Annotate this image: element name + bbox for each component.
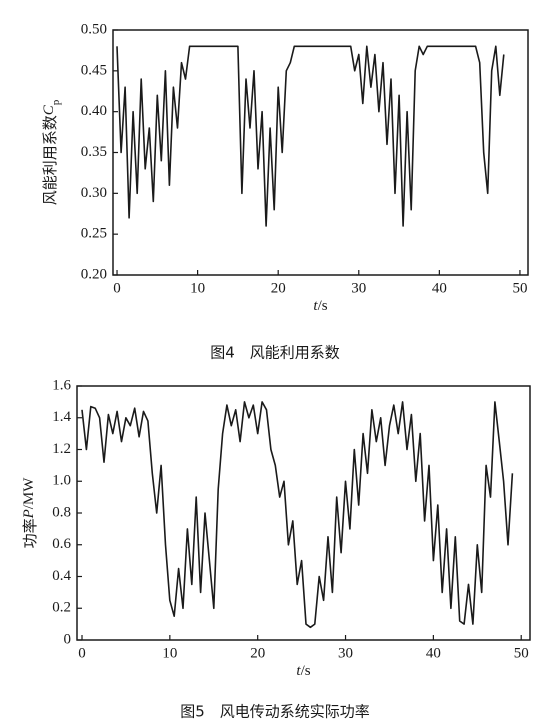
x-axis-label: t/s xyxy=(313,298,327,314)
plot-frame xyxy=(76,385,531,641)
plot-frame xyxy=(112,29,529,276)
y-tick-label: 0.8 xyxy=(52,504,71,520)
x-tick-label: 40 xyxy=(426,645,441,661)
y-tick-label: 0.30 xyxy=(81,185,107,201)
x-tick-label: 20 xyxy=(250,645,265,661)
y-tick-label: 0.50 xyxy=(81,21,107,37)
x-label-symbol: t xyxy=(296,663,301,679)
y-label-part: 功率 xyxy=(21,518,39,548)
y-tick-label: 0.6 xyxy=(52,536,71,552)
x-label-unit: /s xyxy=(318,298,328,314)
y-axis-label: 风能利用系数Cp xyxy=(41,99,62,205)
x-tick-label: 30 xyxy=(351,280,366,296)
x-label-unit: /s xyxy=(301,663,311,679)
x-axis-label: t/s xyxy=(296,663,310,679)
y-label-part: C xyxy=(41,104,57,115)
y-tick-label: 1.4 xyxy=(52,409,71,425)
y-tick-label: 0.45 xyxy=(81,62,107,78)
figure-caption: 图5 风电传动系统实际功率 xyxy=(180,703,370,721)
y-tick-label: 0.2 xyxy=(52,600,71,616)
y-tick-label: 1.6 xyxy=(52,377,71,393)
y-label-part: 风能利用系数 xyxy=(41,115,59,205)
y-tick-label: 1.2 xyxy=(52,441,71,457)
x-tick-label: 50 xyxy=(512,280,527,296)
y-axis-label: 功率P/MW xyxy=(21,477,39,549)
x-tick-label: 0 xyxy=(78,645,86,661)
y-tick-label: 0.40 xyxy=(81,103,107,119)
y-tick-label: 0.20 xyxy=(81,266,107,282)
data-line xyxy=(81,401,514,629)
x-tick-label: 50 xyxy=(514,645,529,661)
x-tick-label: 20 xyxy=(271,280,286,296)
x-tick-label: 0 xyxy=(113,280,121,296)
y-tick-label: 0.4 xyxy=(52,568,71,584)
figure-caption: 图4 风能利用系数 xyxy=(210,344,340,362)
y-label-part: /MW xyxy=(21,477,37,510)
x-label-symbol: t xyxy=(313,298,318,314)
x-tick-label: 10 xyxy=(190,280,205,296)
y-tick-label: 0.35 xyxy=(81,144,107,160)
y-label-part: P xyxy=(21,509,37,519)
y-label-part: p xyxy=(50,99,62,105)
x-tick-label: 30 xyxy=(338,645,353,661)
x-tick-label: 10 xyxy=(162,645,177,661)
y-tick-label: 0 xyxy=(64,631,72,647)
x-tick-label: 40 xyxy=(432,280,447,296)
y-tick-label: 1.0 xyxy=(52,473,71,489)
y-tick-label: 0.25 xyxy=(81,226,107,242)
data-line xyxy=(116,45,505,227)
